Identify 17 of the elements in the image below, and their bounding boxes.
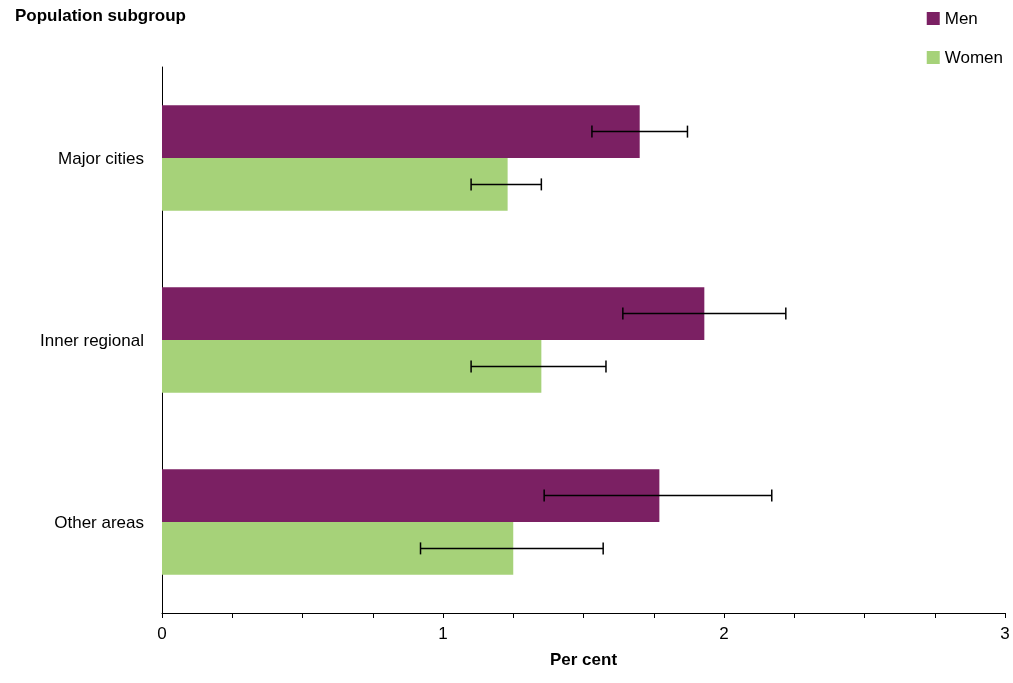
legend-label: Women	[944, 48, 1003, 67]
x-tick-label: 2	[719, 624, 729, 643]
x-tick-label: 0	[157, 624, 167, 643]
y-tick-label: Other areas	[54, 512, 144, 532]
y-tick-label: Major cities	[58, 148, 144, 168]
x-tick-label: 1	[438, 624, 448, 643]
legend-label: Men	[944, 9, 978, 28]
bar	[162, 287, 705, 340]
y-tick-label: Inner regional	[40, 330, 144, 350]
bar	[162, 522, 514, 575]
bar	[162, 158, 508, 211]
y-axis-title: Population subgroup	[15, 6, 186, 25]
bar	[162, 469, 660, 522]
x-tick-label: 3	[1000, 624, 1010, 643]
bar	[162, 105, 640, 158]
x-axis-title: Per cent	[549, 650, 618, 669]
bar	[162, 340, 542, 393]
